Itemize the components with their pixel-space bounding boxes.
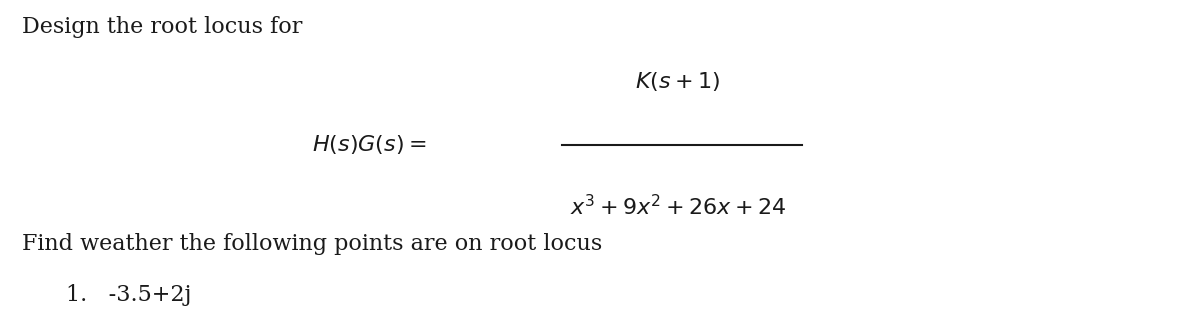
Text: Find weather the following points are on root locus: Find weather the following points are on… bbox=[22, 233, 602, 255]
Text: $x^3 + 9x^2 + 26x + 24$: $x^3 + 9x^2 + 26x + 24$ bbox=[570, 195, 786, 220]
Text: $K(s+1)$: $K(s+1)$ bbox=[636, 70, 720, 94]
Text: 1.   -3.5+2j: 1. -3.5+2j bbox=[66, 284, 192, 306]
Text: Design the root locus for: Design the root locus for bbox=[22, 16, 302, 38]
Text: $H(s)G(s) =$: $H(s)G(s) =$ bbox=[312, 133, 426, 157]
